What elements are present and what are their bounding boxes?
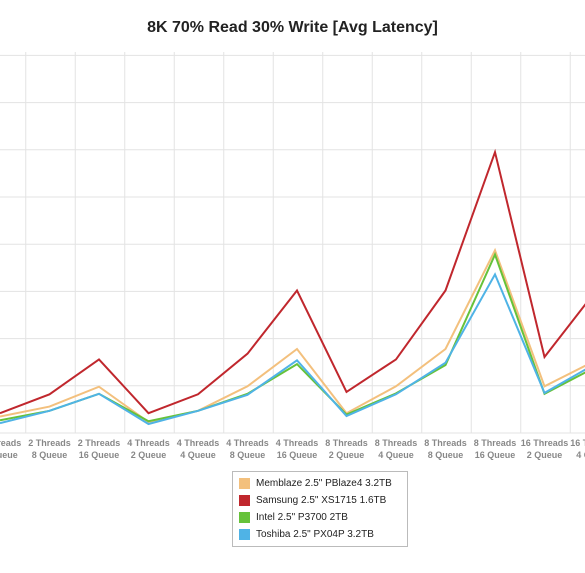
x-tick-label: 16 Threads 2 Queue	[521, 438, 569, 460]
series-layer	[0, 148, 585, 426]
legend-label: Memblaze 2.5" PBlaze4 3.2TB	[256, 478, 392, 489]
x-tick-label: 8 Threads 8 Queue	[424, 438, 467, 460]
legend-item[interactable]: Intel 2.5" P3700 2TB	[239, 509, 401, 526]
legend-label: Samsung 2.5" XS1715 1.6TB	[256, 495, 387, 506]
series-line-0	[0, 247, 585, 424]
grid	[0, 52, 585, 434]
legend-swatch	[239, 512, 250, 523]
x-tick-label: 2 Threads 16 Queue	[78, 438, 121, 460]
x-tick-label: 8 Threads 16 Queue	[474, 438, 517, 460]
legend-label: Toshiba 2.5" PX04P 3.2TB	[256, 529, 374, 540]
legend-item[interactable]: Memblaze 2.5" PBlaze4 3.2TB	[239, 475, 401, 492]
legend-label: Intel 2.5" P3700 2TB	[256, 512, 348, 523]
legend: Memblaze 2.5" PBlaze4 3.2TB Samsung 2.5" …	[232, 471, 408, 547]
series-line-3	[0, 272, 585, 426]
legend-item[interactable]: Samsung 2.5" XS1715 1.6TB	[239, 492, 401, 509]
legend-swatch	[239, 478, 250, 489]
x-tick-label: 4 Threads 4 Queue	[177, 438, 220, 460]
x-tick-label: 8 Threads 4 Queue	[375, 438, 418, 460]
chart-title: 8K 70% Read 30% Write [Avg Latency]	[147, 19, 438, 36]
series-line-1	[0, 148, 585, 415]
x-tick-label: 4 Threads 8 Queue	[226, 438, 269, 460]
x-tick-label: 8 Threads 2 Queue	[325, 438, 368, 460]
x-tick-label: 2 Threads 8 Queue	[28, 438, 71, 460]
x-tick-label: 4 Threads 16 Queue	[276, 438, 319, 460]
legend-swatch	[239, 529, 250, 540]
x-tick-label: 4 Threads 2 Queue	[127, 438, 170, 460]
legend-swatch	[239, 495, 250, 506]
legend-item[interactable]: Toshiba 2.5" PX04P 3.2TB	[239, 526, 401, 543]
